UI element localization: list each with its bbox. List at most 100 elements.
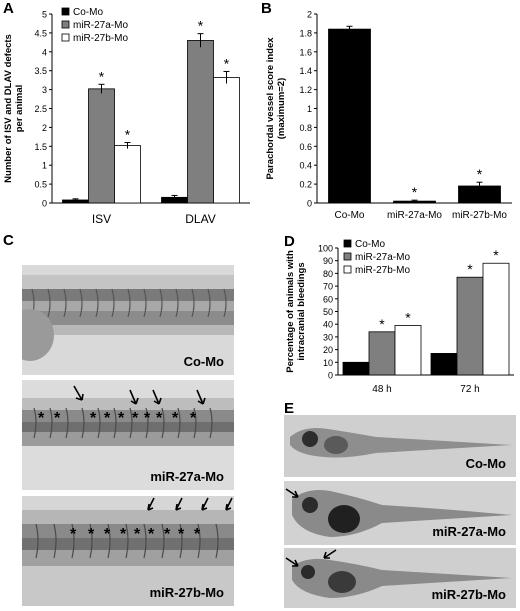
y-tick-label: 1.2 xyxy=(299,85,312,95)
y-tick-label: 20 xyxy=(323,345,333,355)
legend-swatch xyxy=(61,33,70,42)
micrograph-c-mir27b: * * * * * * * * * miR-27b-Mo xyxy=(22,496,234,606)
significance-asterisk: * xyxy=(405,309,411,325)
asterisk: * xyxy=(120,526,127,543)
y-tick-label: 4 xyxy=(42,47,47,57)
micrograph-c-mir27b-label: miR-27b-Mo xyxy=(149,585,224,600)
bar xyxy=(394,325,422,376)
significance-asterisk: * xyxy=(99,68,105,84)
y-axis-label: Parachordal vessel score index(maximum=2… xyxy=(265,37,287,180)
y-tick-label: 1.5 xyxy=(34,142,47,152)
y-axis-label-line: Percentage of animals with xyxy=(285,250,296,373)
asterisk: * xyxy=(132,410,139,427)
legend-label: miR-27b-Mo xyxy=(355,265,410,276)
y-axis-label-line: Number of ISV and DLAV defects xyxy=(3,34,14,183)
significance-asterisk: * xyxy=(125,127,131,143)
chart-b: 0 0.2 0.4 0.6 0.8 1 1.2 1.4 1.6 1.8 2 Parachordal v… xyxy=(265,10,512,221)
asterisk: * xyxy=(172,410,179,427)
asterisk-row-27a: * * * * * * * * * * xyxy=(22,410,234,430)
bar xyxy=(430,353,458,376)
y-tick-label: 80 xyxy=(323,269,333,279)
y-tick-label: 1.4 xyxy=(299,66,312,76)
micrograph-c-co-mo-image xyxy=(22,265,234,375)
micrograph-c-mir27a: * * * * * * * * * * miR-27a-Mo xyxy=(22,380,234,490)
y-tick-label: 70 xyxy=(323,282,333,292)
y-tick-label: 30 xyxy=(323,332,333,342)
bar xyxy=(328,28,371,204)
asterisk: * xyxy=(104,410,111,427)
x-category-label: 48 h xyxy=(372,384,391,395)
asterisk: * xyxy=(88,526,95,543)
micrograph-e-co-mo: Co-Mo xyxy=(284,415,516,477)
bar xyxy=(187,40,214,204)
micrograph-c-co-mo: Co-Mo xyxy=(22,265,234,375)
asterisk: * xyxy=(164,526,171,543)
micrograph-e-mir27b-label: miR-27b-Mo xyxy=(431,587,506,602)
legend-label: miR-27a-Mo xyxy=(73,20,128,31)
micrograph-c-mir27a-label: miR-27a-Mo xyxy=(150,469,224,484)
bar xyxy=(456,276,484,376)
asterisk: * xyxy=(54,410,61,427)
bar xyxy=(342,361,370,376)
panel-letter-c: C xyxy=(3,232,14,249)
y-tick-label: 60 xyxy=(323,294,333,304)
significance-asterisk: * xyxy=(412,184,418,200)
y-tick-label: 1.8 xyxy=(299,28,312,38)
asterisk: * xyxy=(148,526,155,543)
micrograph-e-co-mo-image xyxy=(284,415,516,477)
x-category-label: Co-Mo xyxy=(334,210,364,221)
micrograph-e-mir27b: miR-27b-Mo xyxy=(284,548,516,608)
panel-letter-b: B xyxy=(261,0,272,17)
y-tick-label: 3 xyxy=(42,85,47,95)
significance-asterisk: * xyxy=(379,316,385,332)
significance-asterisk: * xyxy=(467,261,473,277)
asterisk: * xyxy=(70,526,77,543)
chart-d: 0 10 20 30 40 50 60 70 80 90 100 Percentage of anim… xyxy=(285,239,514,395)
micrograph-c-mir27b-image xyxy=(22,496,234,606)
asterisk: * xyxy=(178,526,185,543)
asterisk: * xyxy=(38,410,45,427)
x-category-label: miR-27b-Mo xyxy=(452,210,507,221)
legend-swatch xyxy=(343,265,352,274)
micrograph-e-mir27a: miR-27a-Mo xyxy=(284,481,516,545)
micrograph-e-mir27a-image xyxy=(284,481,516,545)
y-tick-label: 50 xyxy=(323,307,333,317)
x-category-label: miR-27a-Mo xyxy=(387,210,442,221)
y-axis-label-line: (maximum=2) xyxy=(276,78,287,140)
y-axis-label-line: Parachordal vessel score index xyxy=(265,37,276,180)
y-tick-label: 0 xyxy=(307,199,312,209)
micrograph-e-mir27a-label: miR-27a-Mo xyxy=(432,524,506,539)
chart-a: 0 0.5 1 1.5 2 2.5 3 3.5 4 4.5 5 Number of ISV and D… xyxy=(3,7,250,226)
bar xyxy=(368,331,396,376)
significance-asterisk: * xyxy=(198,18,204,34)
x-category-label: 72 h xyxy=(460,384,479,395)
micrograph-e-mir27b-image xyxy=(284,548,516,608)
y-tick-label: 2.5 xyxy=(34,104,47,114)
legend-swatch xyxy=(343,252,352,261)
micrograph-c-co-mo-label: Co-Mo xyxy=(183,354,224,369)
micrograph-c-mir27a-image xyxy=(22,380,234,490)
panel-letter-a: A xyxy=(3,0,14,17)
legend-label: Co-Mo xyxy=(73,7,103,18)
legend-label: miR-27b-Mo xyxy=(73,33,128,44)
y-tick-label: 3.5 xyxy=(34,66,47,76)
legend-swatch xyxy=(343,239,352,248)
y-tick-label: 0.8 xyxy=(299,123,312,133)
y-tick-label: 0.5 xyxy=(34,180,47,190)
y-tick-label: 5 xyxy=(42,10,47,20)
y-tick-label: 10 xyxy=(323,358,333,368)
bar xyxy=(482,262,510,376)
asterisk: * xyxy=(134,526,141,543)
x-category-label: ISV xyxy=(92,212,111,226)
asterisk: * xyxy=(144,410,151,427)
y-axis-label-line: per animal xyxy=(14,85,25,133)
y-tick-label: 0.2 xyxy=(299,180,312,190)
bar xyxy=(213,77,240,204)
significance-asterisk: * xyxy=(224,55,230,71)
asterisk: * xyxy=(90,410,97,427)
y-tick-label: 0.6 xyxy=(299,142,312,152)
y-tick-label: 1 xyxy=(307,104,312,114)
asterisk: * xyxy=(190,410,197,427)
y-axis-label-line: intracranial bleedings xyxy=(296,262,307,360)
x-category-label: DLAV xyxy=(185,212,215,226)
